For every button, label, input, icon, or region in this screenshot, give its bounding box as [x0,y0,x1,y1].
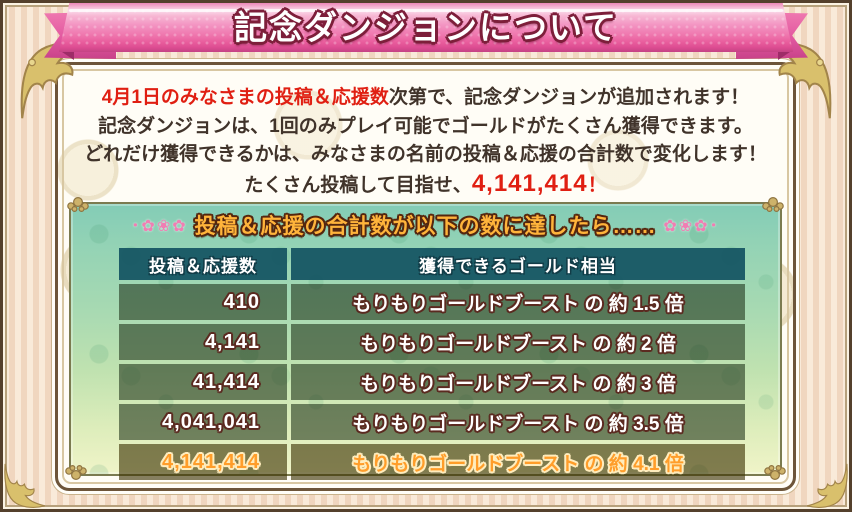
intro-line-3: どれだけ獲得できるかは、みなさまの名前の投稿＆応援の合計数で変化します！ [84,144,767,165]
gold-flourish-icon [807,463,848,508]
intro-text: 4月1日のみなさまの投稿＆応援数次第で、記念ダンジョンが追加されます！ 記念ダン… [58,84,793,200]
table-row-count: 41,414 [119,364,287,400]
column-header-count: 投稿＆応援数 [119,248,287,280]
intro-line-2: 記念ダンジョンは、1回のみプレイ可能でゴールドがたくさん獲得できます。 [98,115,753,137]
table-row-count: 4,041,041 [119,404,287,440]
gold-flourish-icon [20,41,92,119]
gold-flourish-icon [760,41,832,119]
reward-table: 投稿＆応援数 獲得できるゴールド相当 410 もりもりゴールドブースト の 約 … [119,248,745,480]
gold-flourish-icon [4,463,45,508]
intro-line-4: たくさん投稿して目指せ、4,141,414！ [244,169,607,197]
gold-knot-icon [67,196,89,213]
main-panel: 4月1日のみなさまの投稿＆応援数次第で、記念ダンジョンが追加されます！ 記念ダン… [55,62,796,491]
column-header-reward: 獲得できるゴールド相当 [291,248,745,280]
table-row-count: 410 [119,284,287,320]
ribbon-fold-right [778,50,793,60]
table-row-reward: もりもりゴールドブースト の 約 3 倍 [291,364,745,400]
ribbon-fold-left [59,50,74,60]
page-title: 記念ダンジョンについて [233,9,618,46]
flower-decoration-left-icon: ･✿❀✿ [131,218,188,235]
intro-line-1: 4月1日のみなさまの投稿＆応援数次第で、記念ダンジョンが追加されます！ [101,87,750,108]
table-row-reward: もりもりゴールドブースト の 約 1.5 倍 [291,284,745,320]
goal-number: 4,141,414 [471,169,588,197]
table-row-count-highlight: 4,141,414 [119,444,287,480]
ribbon-band: 記念ダンジョンについて [59,3,793,52]
gold-knot-icon [762,196,784,213]
intro-line-1-highlight: 4月1日のみなさまの投稿＆応援数 [101,87,389,108]
flower-decoration-right-icon: ✿❀✿･ [663,218,720,235]
table-row-reward-highlight: もりもりゴールドブースト の 約 4.1 倍 [291,444,745,480]
table-row-count: 4,141 [119,324,287,360]
section-title: ･✿❀✿ 投稿＆応援の合計数が以下の数に達したら…… ✿❀✿･ [71,212,780,242]
title-ribbon: 記念ダンジョンについて [44,3,808,61]
gold-knot-icon [65,464,87,481]
table-row-reward: もりもりゴールドブースト の 約 3.5 倍 [291,404,745,440]
gold-knot-icon [764,464,786,481]
section-title-text: 投稿＆応援の合計数が以下の数に達したら…… [194,215,657,238]
table-row-reward: もりもりゴールドブースト の 約 2 倍 [291,324,745,360]
reward-panel: ･✿❀✿ 投稿＆応援の合計数が以下の数に達したら…… ✿❀✿･ 投稿＆応援数 獲… [65,196,786,481]
